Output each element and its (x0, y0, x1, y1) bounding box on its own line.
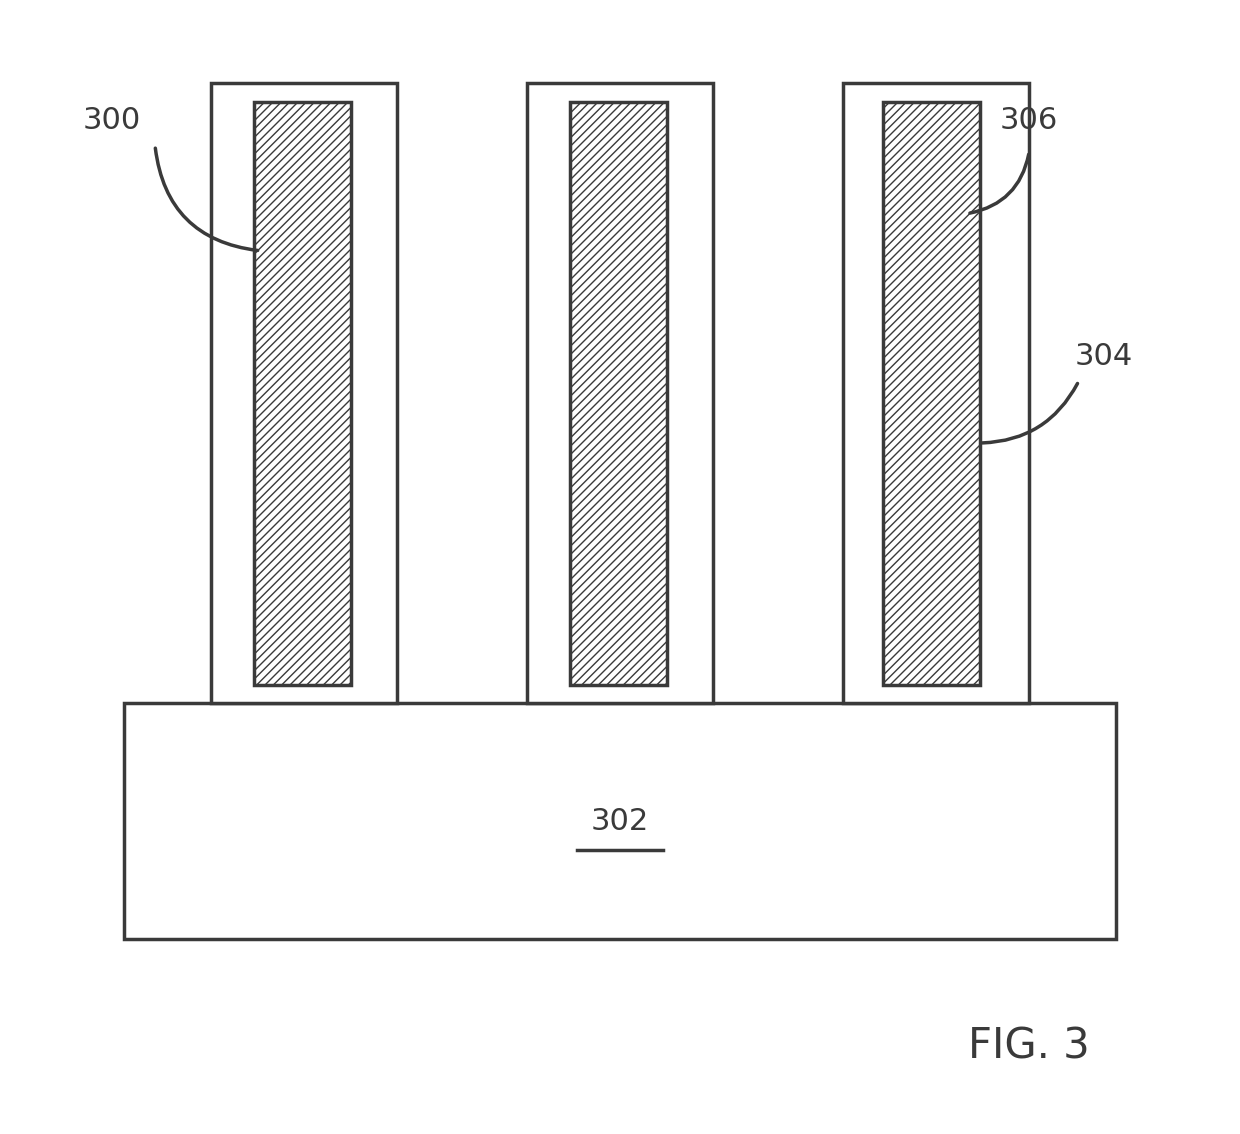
FancyArrowPatch shape (970, 154, 1029, 213)
Text: 300: 300 (83, 107, 140, 135)
Text: FIG. 3: FIG. 3 (968, 1026, 1090, 1068)
FancyArrowPatch shape (982, 383, 1078, 443)
Text: 304: 304 (1075, 341, 1132, 371)
Bar (570, 102, 667, 685)
FancyArrowPatch shape (155, 149, 258, 251)
Bar (843, 84, 1029, 703)
Text: 306: 306 (1001, 107, 1058, 135)
Bar (527, 84, 713, 703)
Bar (883, 102, 980, 685)
Text: 302: 302 (591, 806, 649, 836)
Bar (211, 84, 397, 703)
Bar (124, 703, 1116, 939)
Bar (254, 102, 351, 685)
